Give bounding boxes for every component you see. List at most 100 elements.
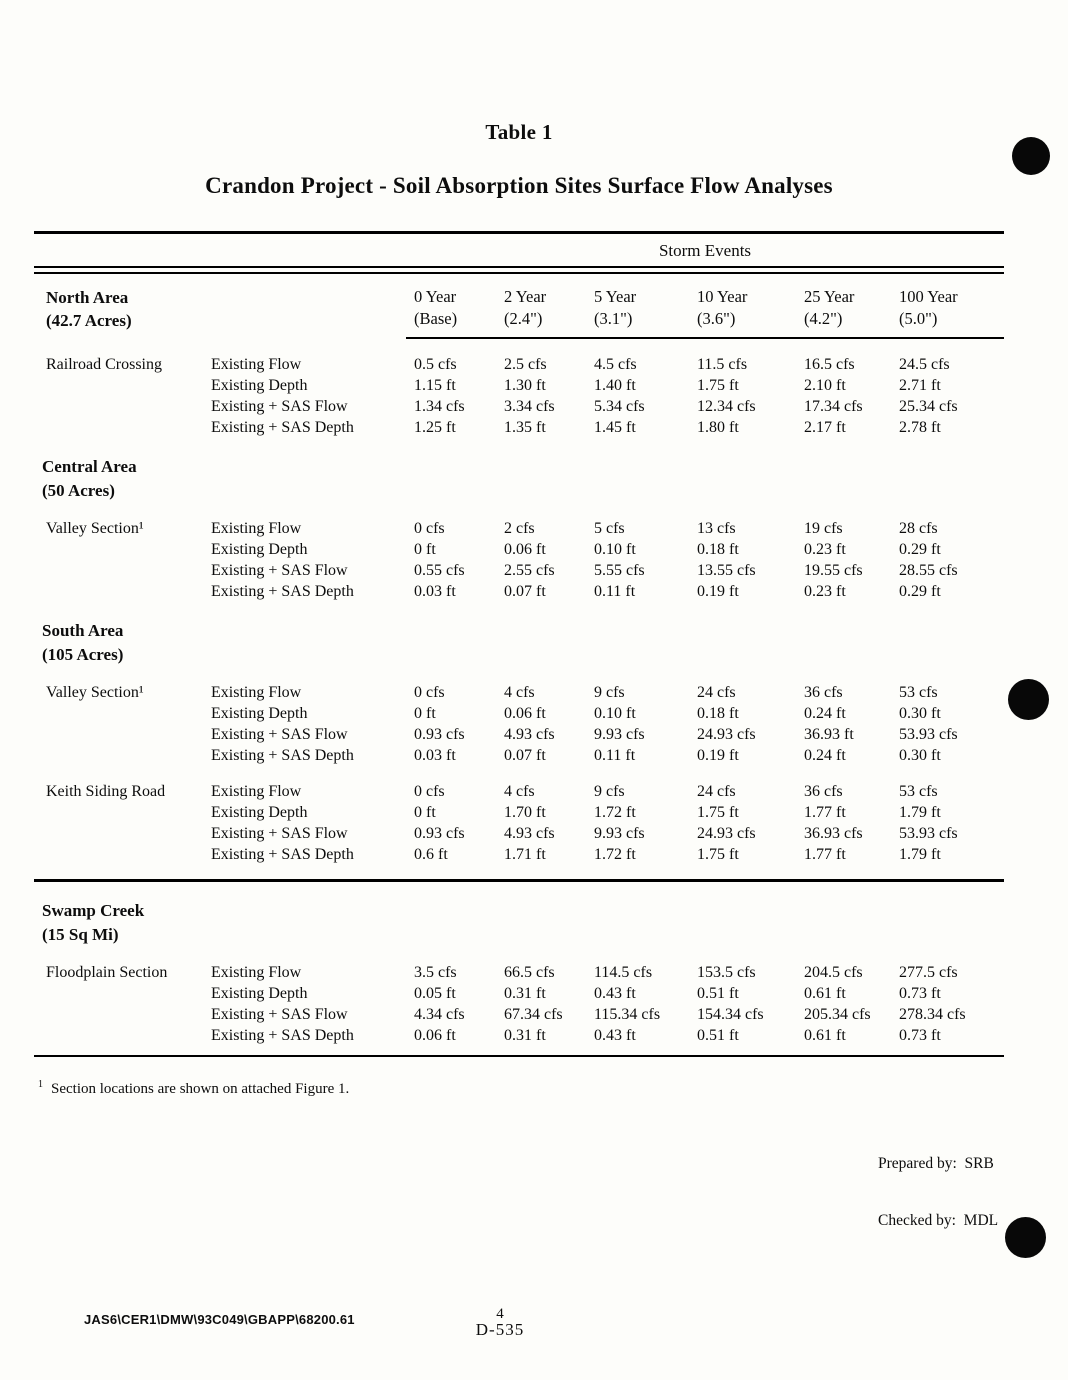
table-row: Valley Section¹ Existing Flow 0 cfs 4 cfs 9 …	[34, 682, 1004, 703]
value-cell: 5.55 cfs	[594, 562, 645, 579]
value-cell: 4 cfs	[504, 684, 535, 701]
value-cell: 0.61 ft	[804, 985, 846, 1002]
value-cell: 1.79 ft	[899, 804, 941, 821]
storm-events-header: Storm Events	[658, 241, 752, 260]
value-cell: 66.5 cfs	[504, 964, 555, 981]
document-file-path: JAS6\CER1\DMW\93C049\GBAPP\68200.61	[84, 1312, 355, 1327]
value-cell: 0 ft	[414, 804, 436, 821]
footnote: 1 Section locations are shown on attached…	[34, 1079, 1004, 1098]
section-area-size: (42.7 Acres)	[46, 311, 132, 330]
value-cell: 1.72 ft	[594, 804, 636, 821]
value-cell: 53 cfs	[899, 783, 938, 800]
value-cell: 9.93 cfs	[594, 825, 645, 842]
value-cell: 0.07 ft	[504, 747, 546, 764]
value-cell: 0.23 ft	[804, 583, 846, 600]
value-cell: 0.24 ft	[804, 705, 846, 722]
value-cell: 1.70 ft	[504, 804, 546, 821]
metric-label: Existing Flow	[211, 964, 302, 981]
table-row: Existing + SAS Depth 1.25 ft 1.35 ft 1.45 f…	[34, 417, 1004, 438]
section-area-name: Central Area	[42, 457, 137, 476]
value-cell: 0.19 ft	[697, 747, 739, 764]
scan-dot-icon	[1012, 137, 1050, 175]
section-header: Central Area (50 Acres)	[34, 455, 1004, 503]
value-cell: 3.34 cfs	[504, 398, 555, 415]
metric-label: Existing + SAS Flow	[211, 726, 348, 743]
metric-label: Existing Flow	[211, 356, 302, 373]
value-cell: 0.43 ft	[594, 985, 636, 1002]
table-row: Existing + SAS Depth 0.03 ft 0.07 ft 0.11 f…	[34, 745, 1004, 766]
value-cell: 153.5 cfs	[697, 964, 756, 981]
value-cell: 1.75 ft	[697, 804, 739, 821]
value-cell: 0.61 ft	[804, 1027, 846, 1044]
column-header: 100 Year (5.0")	[899, 286, 1004, 332]
page-number: 4	[496, 1306, 504, 1322]
value-cell: 2.17 ft	[804, 419, 846, 436]
site-label: Railroad Crossing	[46, 356, 162, 373]
flow-analyses-table: Storm Events North Area (42.7 Acres) 0 Y…	[34, 231, 1004, 1057]
metric-label: Existing + SAS Depth	[211, 419, 354, 436]
value-cell: 0.51 ft	[697, 1027, 739, 1044]
site-label	[34, 823, 211, 844]
section-header-north: North Area (42.7 Acres)	[34, 286, 211, 332]
site-label: Floodplain Section	[46, 964, 168, 981]
value-cell: 1.79 ft	[899, 846, 941, 863]
section-area-size: (105 Acres)	[42, 645, 124, 664]
table-row: Existing + SAS Flow 0.55 cfs 2.55 cfs 5.55 …	[34, 560, 1004, 581]
metric-label: Existing + SAS Flow	[211, 562, 348, 579]
value-cell: 0.55 cfs	[414, 562, 465, 579]
value-cell: 53 cfs	[899, 684, 938, 701]
section-area-name: North Area	[46, 288, 129, 307]
site-label	[34, 417, 211, 438]
section-area-name: Swamp Creek	[42, 901, 145, 920]
column-header-row: North Area (42.7 Acres) 0 Year (Base) 2 …	[34, 286, 1004, 332]
table-row: Existing + SAS Flow 1.34 cfs 3.34 cfs 5.34 …	[34, 396, 1004, 417]
metric-label: Existing Depth	[211, 804, 308, 821]
metric-label: Existing + SAS Flow	[211, 398, 348, 415]
site-label	[34, 724, 211, 745]
value-cell: 0.23 ft	[804, 541, 846, 558]
column-header-year: 5 Year	[594, 287, 637, 306]
metric-label: Existing Depth	[211, 705, 308, 722]
value-cell: 205.34 cfs	[804, 1006, 871, 1023]
column-header: 25 Year (4.2")	[804, 286, 899, 332]
column-header-rule	[406, 337, 1004, 339]
site-label	[34, 581, 211, 602]
section-area-size: (15 Sq Mi)	[42, 925, 119, 944]
value-cell: 1.80 ft	[697, 419, 739, 436]
value-cell: 1.71 ft	[504, 846, 546, 863]
value-cell: 11.5 cfs	[697, 356, 748, 373]
value-cell: 0.29 ft	[899, 583, 941, 600]
table-row: Existing + SAS Flow 4.34 cfs 67.34 cfs 115.…	[34, 1004, 1004, 1025]
value-cell: 0.10 ft	[594, 541, 636, 558]
value-cell: 24.93 cfs	[697, 825, 756, 842]
metric-label: Existing Flow	[211, 783, 302, 800]
table-row: Existing + SAS Depth 0.06 ft 0.31 ft 0.43 f…	[34, 1025, 1004, 1046]
value-cell: 5.34 cfs	[594, 398, 645, 415]
value-cell: 0 cfs	[414, 520, 445, 537]
section-header: South Area (105 Acres)	[34, 619, 1004, 667]
metric-label: Existing + SAS Depth	[211, 1027, 354, 1044]
value-cell: 0.18 ft	[697, 705, 739, 722]
table-row: Existing + SAS Depth 0.6 ft 1.71 ft 1.72 ft…	[34, 844, 1004, 865]
column-header-year: 25 Year	[804, 287, 855, 306]
value-cell: 0.93 cfs	[414, 825, 465, 842]
table-row: Existing Depth 0 ft 0.06 ft 0.10 ft 0.18 ft 0…	[34, 703, 1004, 724]
column-header: 2 Year (2.4")	[504, 286, 594, 332]
column-header-year: 2 Year	[504, 287, 547, 306]
site-label	[34, 1025, 211, 1046]
value-cell: 67.34 cfs	[504, 1006, 563, 1023]
column-header-rainfall: (2.4")	[504, 309, 543, 328]
header-double-rule	[34, 266, 1004, 274]
value-cell: 24.93 cfs	[697, 726, 756, 743]
value-cell: 36.93 cfs	[804, 825, 863, 842]
value-cell: 36 cfs	[804, 684, 843, 701]
value-cell: 0.05 ft	[414, 985, 456, 1002]
value-cell: 0.03 ft	[414, 583, 456, 600]
metric-label: Existing + SAS Flow	[211, 825, 348, 842]
value-cell: 1.40 ft	[594, 377, 636, 394]
site-label	[34, 539, 211, 560]
value-cell: 0 ft	[414, 705, 436, 722]
scan-dot-icon	[1005, 1217, 1046, 1258]
value-cell: 0.24 ft	[804, 747, 846, 764]
value-cell: 9 cfs	[594, 684, 625, 701]
